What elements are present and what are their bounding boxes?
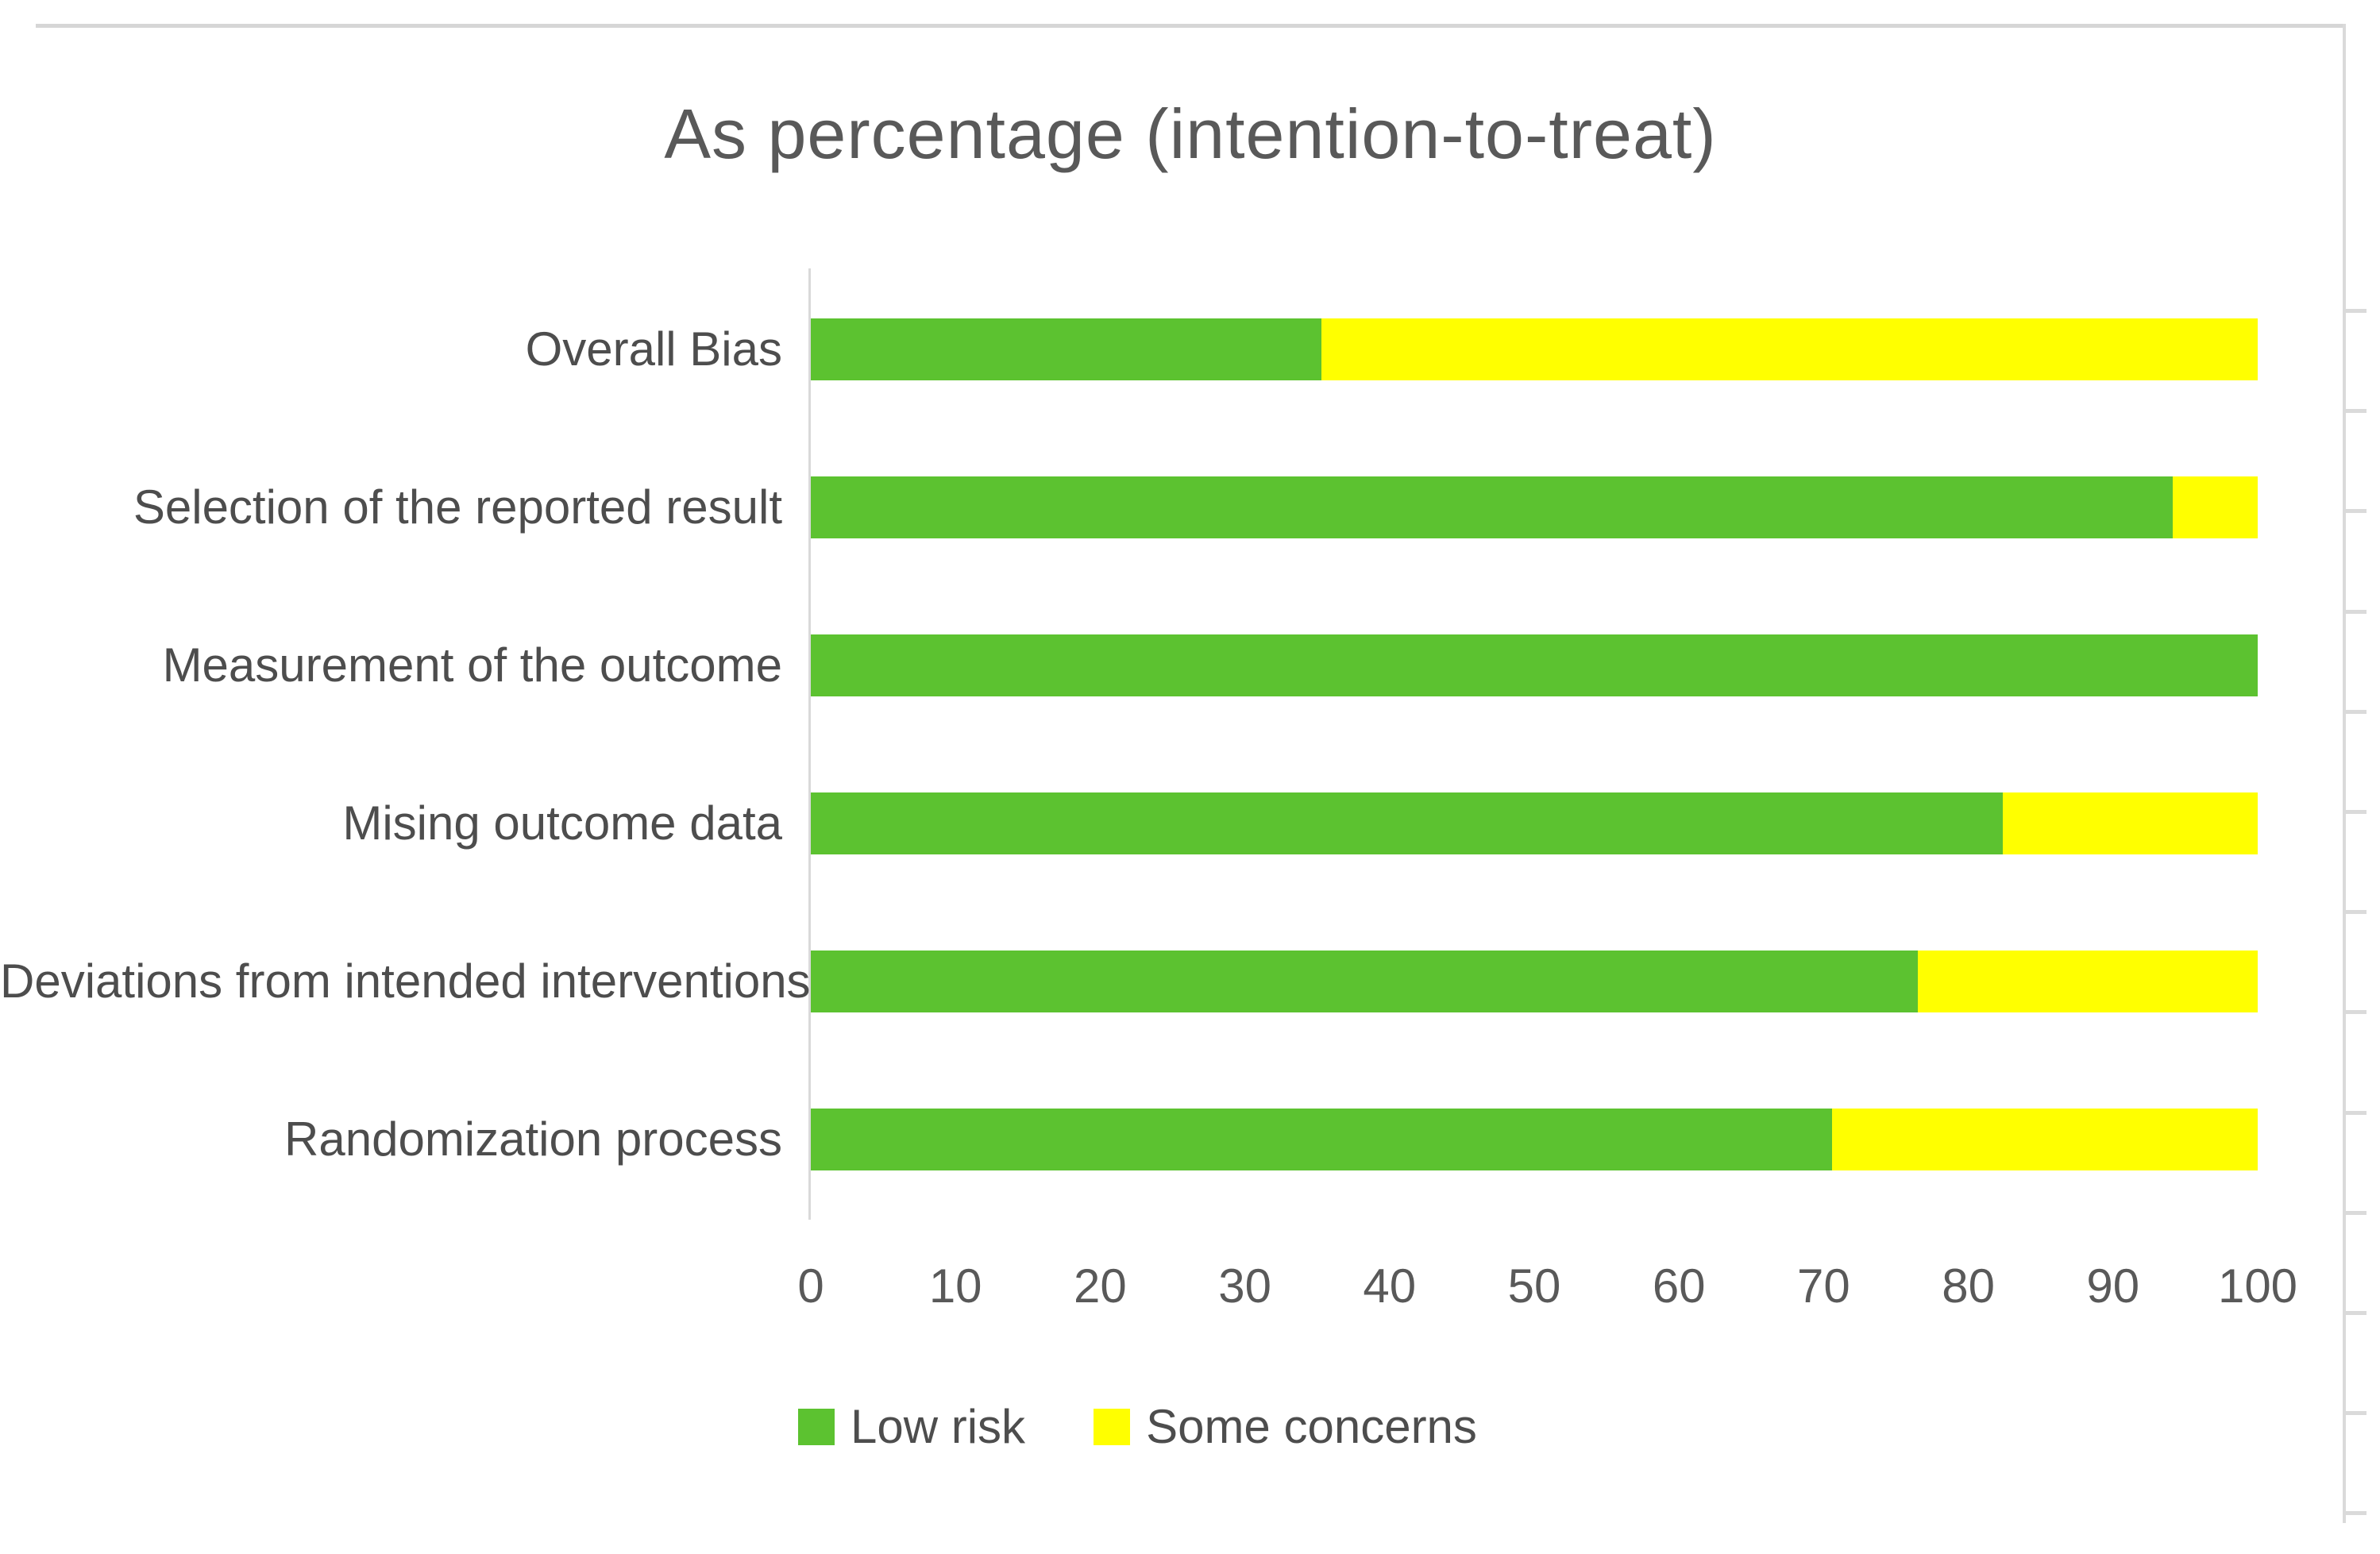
secondary-axis-tick — [2346, 1411, 2366, 1415]
legend-label-low-risk: Low risk — [851, 1400, 1026, 1453]
bar-row — [811, 950, 2258, 1012]
chart-top-border — [36, 24, 2345, 28]
category-label: Overall Bias — [525, 322, 782, 376]
secondary-axis-tick — [2346, 1511, 2366, 1515]
secondary-axis-tick — [2346, 1111, 2366, 1115]
chart-title: As percentage (intention-to-treat) — [664, 94, 1717, 173]
some-concerns-swatch-icon — [1094, 1408, 1131, 1445]
secondary-axis-line — [2343, 24, 2346, 1523]
secondary-axis-tick — [2346, 309, 2366, 313]
category-label: Mising outcome data — [342, 796, 782, 850]
legend-item-low-risk: Low risk — [798, 1399, 1025, 1454]
bar-segment-low-risk — [811, 318, 1322, 380]
secondary-axis-tick — [2346, 910, 2366, 914]
x-axis-tick-label: 70 — [1797, 1259, 1850, 1313]
x-axis-tick-label: 0 — [797, 1259, 824, 1313]
low-risk-swatch-icon — [798, 1408, 835, 1445]
bar-segment-low-risk — [811, 634, 2258, 696]
x-axis-tick-label: 80 — [1942, 1259, 1995, 1313]
category-label: Selection of the reported result — [133, 480, 782, 534]
secondary-axis-tick — [2346, 710, 2366, 714]
secondary-axis-tick — [2346, 1010, 2366, 1014]
secondary-axis-tick — [2346, 409, 2366, 413]
legend-item-some-concerns: Some concerns — [1094, 1399, 1477, 1454]
category-label: Measurement of the outcome — [162, 638, 782, 692]
secondary-axis-tick — [2346, 1311, 2366, 1315]
x-axis-tick-label: 50 — [1507, 1259, 1561, 1313]
category-label: Randomization process — [284, 1112, 782, 1166]
x-axis-tick-label: 30 — [1218, 1259, 1271, 1313]
bar-row — [811, 634, 2258, 696]
secondary-axis-tick — [2346, 1211, 2366, 1215]
bar-segment-some-concerns — [1917, 950, 2258, 1012]
bar-segment-some-concerns — [1832, 1108, 2258, 1170]
x-axis-tick-label: 10 — [928, 1259, 982, 1313]
x-axis-tick-label: 60 — [1652, 1259, 1706, 1313]
x-axis-tick-label: 40 — [1363, 1259, 1417, 1313]
bar-segment-low-risk — [811, 950, 1918, 1012]
x-axis-tick-label: 90 — [2086, 1259, 2140, 1313]
bar-row — [811, 1108, 2258, 1170]
bar-segment-some-concerns — [2172, 476, 2258, 538]
bar-segment-some-concerns — [1321, 318, 2258, 380]
bar-row — [811, 476, 2258, 538]
x-axis-tick-label: 20 — [1074, 1259, 1127, 1313]
x-axis-tick-label: 100 — [2217, 1259, 2298, 1313]
secondary-axis-tick — [2346, 509, 2366, 513]
bar-segment-some-concerns — [2003, 792, 2258, 854]
category-axis-line — [808, 268, 811, 1220]
secondary-axis-tick — [2346, 810, 2366, 814]
legend: Low risk Some concerns — [798, 1399, 1545, 1454]
bar-segment-low-risk — [811, 476, 2173, 538]
legend-label-some-concerns: Some concerns — [1146, 1400, 1477, 1453]
category-label: Deviations from intended interventions — [0, 954, 811, 1008]
bar-row — [811, 318, 2258, 380]
bar-segment-low-risk — [811, 792, 2004, 854]
bar-segment-low-risk — [811, 1108, 1833, 1170]
secondary-axis-tick — [2346, 610, 2366, 614]
bar-row — [811, 792, 2258, 854]
